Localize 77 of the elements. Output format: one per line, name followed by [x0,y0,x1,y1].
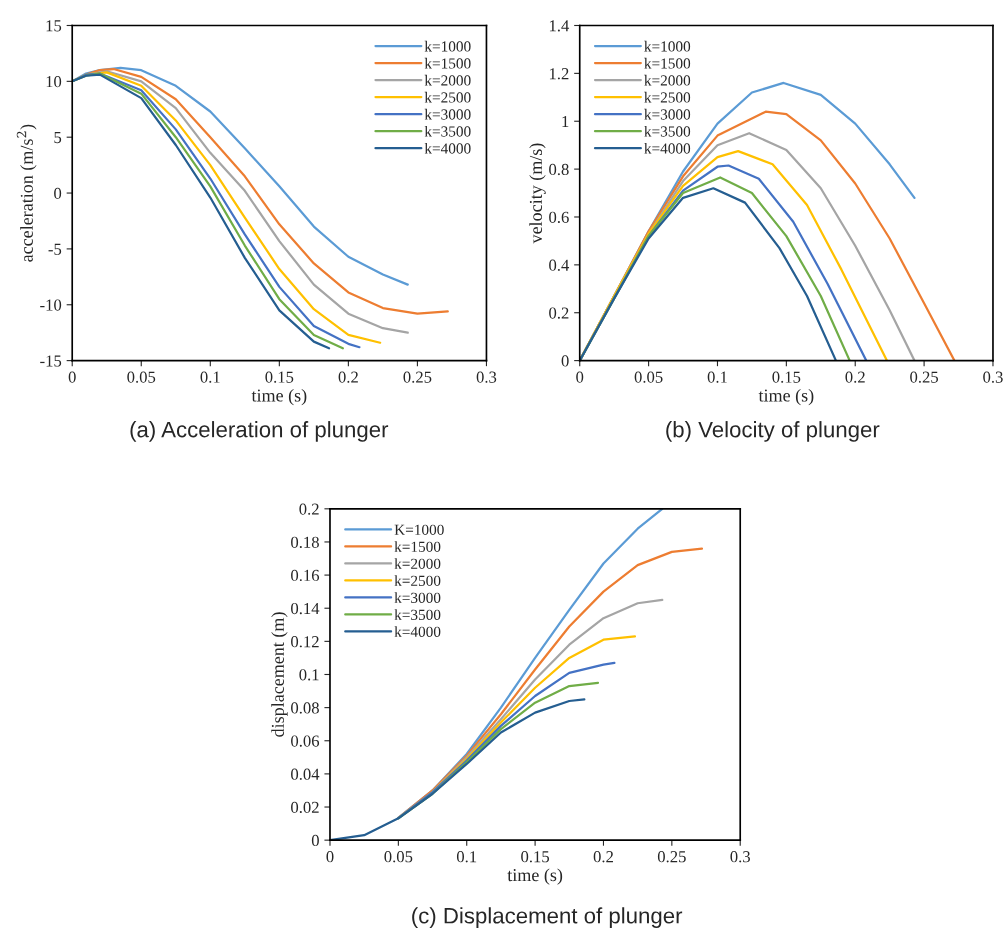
legend-label: k=2500 [394,575,441,586]
x-tick-label: 0.1 [707,371,727,383]
x-tick-label: 0.3 [476,371,497,383]
y-tick-label: 0 [561,355,569,367]
x-tick-label: 0.3 [983,371,1003,383]
x-tick-label: 0.15 [265,371,294,383]
x-tick-label: 0.25 [403,371,432,383]
y-tick-label: 1.2 [549,68,569,80]
y-tick-label: -5 [48,243,62,255]
legend-label: k=2000 [424,74,471,86]
y-tick-label: -15 [40,355,62,367]
x-tick-label: 0.2 [338,371,358,383]
y-tick-label: 0.08 [291,702,319,714]
y-tick-label: 0.16 [291,569,320,582]
y-axis-title: acceleration (m/s$^{2}$) [16,124,37,262]
legend-label: k=3500 [644,125,691,137]
x-axis-title: time (s) [758,388,814,406]
legend-label: k=3000 [644,108,691,120]
x-tick-label: 0.25 [910,371,939,383]
legend-label: k=4000 [424,142,471,154]
x-tick-label: 0 [326,851,334,863]
y-tick-label: 1 [562,116,569,128]
y-tick-label: 0.14 [291,602,320,615]
legend-label: k=1000 [424,40,471,52]
y-tick-label: 1.4 [549,20,570,32]
legend-label: k=3000 [424,108,471,120]
x-tick-label: 0.15 [772,371,801,383]
x-tick-label: 0 [68,371,76,383]
legend-label: k=1000 [644,40,691,52]
y-tick-label: 0.04 [291,768,320,780]
y-tick-label: 0.2 [549,307,569,319]
x-axis-title: time (s) [507,868,563,885]
x-tick-label: 0.25 [657,851,686,863]
legend-label: k=2500 [644,91,691,103]
y-tick-label: 0.4 [549,259,570,271]
x-tick-label: 0.05 [127,371,156,383]
x-tick-label: 0.2 [845,371,865,383]
y-tick-label: 0.12 [291,636,319,648]
legend-label: K=1000 [394,524,444,535]
text: (a) Acceleration of plunger [130,421,389,442]
y-tick-label: 10 [46,76,62,88]
y-axis-title: displacement (m) [271,612,288,737]
y-tick-label: 0.02 [291,801,319,814]
legend-label: k=2000 [394,558,441,569]
legend-label: k=2000 [644,74,691,86]
y-tick-label: 0 [311,834,319,847]
y-tick-label: 0 [54,187,62,199]
y-tick-label: 5 [54,132,62,144]
x-tick-label: 0.3 [730,851,750,863]
y-tick-label: 0.18 [291,536,319,548]
y-tick-label: 0.1 [299,669,319,681]
y-tick-label: 15 [46,20,62,32]
legend-label: k=2500 [424,91,471,103]
legend-label: k=3000 [394,592,441,603]
x-tick-label: 0.1 [456,851,477,863]
legend-label: k=4000 [394,626,441,637]
legend-label: k=3500 [424,125,471,137]
text: (c) Displacement of plunger [412,907,683,928]
legend-label: k=1500 [424,57,471,69]
legend-label: k=1500 [644,57,691,69]
y-tick-label: 0.6 [549,211,569,223]
x-tick-label: 0.05 [384,851,413,863]
y-tick-label: 0.06 [291,735,320,747]
legend-label: k=3500 [394,609,441,620]
legend-label: k=1500 [394,541,441,552]
y-axis-title: velocity (m/s) [529,143,546,244]
legend-label: k=4000 [644,142,691,154]
x-tick-label: 0.1 [200,371,220,383]
x-tick-label: 0.15 [521,851,550,863]
x-tick-label: 0.2 [593,851,613,863]
x-axis-title: time (s) [251,388,307,406]
y-tick-label: 0.8 [549,163,569,176]
y-tick-label: 0.2 [299,503,319,515]
y-tick-label: -10 [40,299,62,311]
text: (b) Velocity of plunger [666,421,880,442]
x-tick-label: 0.05 [634,371,663,383]
x-tick-label: 0 [576,371,584,383]
